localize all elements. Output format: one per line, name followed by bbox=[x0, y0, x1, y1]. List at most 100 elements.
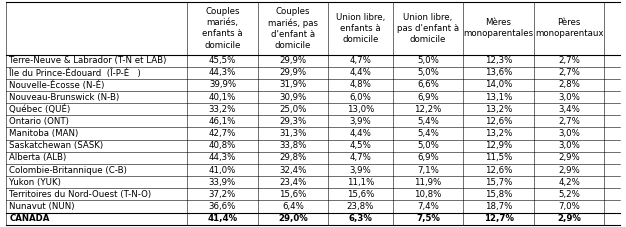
Text: 14,0%: 14,0% bbox=[485, 80, 512, 89]
Text: 12,7%: 12,7% bbox=[483, 214, 513, 223]
Text: 13,2%: 13,2% bbox=[485, 105, 512, 114]
Text: 2,7%: 2,7% bbox=[558, 117, 580, 126]
Text: 4,4%: 4,4% bbox=[349, 129, 371, 138]
Text: 29,3%: 29,3% bbox=[279, 117, 307, 126]
Text: 6,0%: 6,0% bbox=[349, 93, 371, 102]
Text: 37,2%: 37,2% bbox=[209, 190, 236, 199]
Text: Nouveau-Brunswick (N-B): Nouveau-Brunswick (N-B) bbox=[9, 93, 120, 102]
Text: 2,9%: 2,9% bbox=[558, 153, 580, 162]
Text: 23,8%: 23,8% bbox=[347, 202, 374, 211]
Text: 45,5%: 45,5% bbox=[209, 56, 236, 65]
Text: 44,3%: 44,3% bbox=[209, 153, 236, 162]
Text: 12,9%: 12,9% bbox=[485, 141, 512, 150]
Text: Manitoba (MAN): Manitoba (MAN) bbox=[9, 129, 79, 138]
Text: 2,8%: 2,8% bbox=[558, 80, 580, 89]
Text: 15,6%: 15,6% bbox=[279, 190, 307, 199]
Text: Québec (QUÉ): Québec (QUÉ) bbox=[9, 104, 71, 114]
Text: 4,8%: 4,8% bbox=[349, 80, 371, 89]
Text: Colombie-Britannique (C-B): Colombie-Britannique (C-B) bbox=[9, 165, 127, 175]
Text: 2,7%: 2,7% bbox=[558, 56, 580, 65]
Text: 11,5%: 11,5% bbox=[485, 153, 512, 162]
Text: 25,0%: 25,0% bbox=[279, 105, 307, 114]
Text: 30,9%: 30,9% bbox=[279, 93, 307, 102]
Text: 41,0%: 41,0% bbox=[209, 165, 236, 175]
Text: Couples
mariés,
enfants à
domicile: Couples mariés, enfants à domicile bbox=[202, 7, 243, 49]
Text: 12,6%: 12,6% bbox=[485, 117, 512, 126]
Text: Terre-Neuve & Labrador (T-N et LAB): Terre-Neuve & Labrador (T-N et LAB) bbox=[9, 56, 167, 65]
Text: Alberta (ALB): Alberta (ALB) bbox=[9, 153, 66, 162]
Text: 41,4%: 41,4% bbox=[207, 214, 238, 223]
Text: 39,9%: 39,9% bbox=[209, 80, 236, 89]
Text: 13,6%: 13,6% bbox=[485, 68, 512, 77]
Text: 36,6%: 36,6% bbox=[209, 202, 236, 211]
Text: 11,1%: 11,1% bbox=[347, 178, 374, 187]
Text: 13,2%: 13,2% bbox=[485, 129, 512, 138]
Text: 3,0%: 3,0% bbox=[558, 141, 580, 150]
Text: 46,1%: 46,1% bbox=[209, 117, 236, 126]
Text: 6,9%: 6,9% bbox=[417, 93, 439, 102]
Text: 6,6%: 6,6% bbox=[417, 80, 439, 89]
Text: 7,4%: 7,4% bbox=[417, 202, 439, 211]
Text: 5,0%: 5,0% bbox=[417, 56, 439, 65]
Text: 3,9%: 3,9% bbox=[350, 117, 371, 126]
Text: 5,4%: 5,4% bbox=[417, 129, 439, 138]
Text: 33,2%: 33,2% bbox=[209, 105, 236, 114]
Text: 5,4%: 5,4% bbox=[417, 117, 439, 126]
Text: 4,5%: 4,5% bbox=[349, 141, 371, 150]
Text: 29,8%: 29,8% bbox=[279, 153, 307, 162]
Text: Nunavut (NUN): Nunavut (NUN) bbox=[9, 202, 75, 211]
Text: 29,0%: 29,0% bbox=[278, 214, 308, 223]
Text: 10,8%: 10,8% bbox=[414, 190, 442, 199]
Text: Union libre,
pas d'enfant à
domicile: Union libre, pas d'enfant à domicile bbox=[397, 13, 459, 44]
Text: 6,9%: 6,9% bbox=[417, 153, 439, 162]
Text: 31,9%: 31,9% bbox=[279, 80, 307, 89]
Text: 3,9%: 3,9% bbox=[350, 165, 371, 175]
Text: 4,7%: 4,7% bbox=[349, 56, 371, 65]
Text: 12,6%: 12,6% bbox=[485, 165, 512, 175]
Text: 3,4%: 3,4% bbox=[558, 105, 580, 114]
Text: 15,6%: 15,6% bbox=[347, 190, 374, 199]
Text: Yukon (YUK): Yukon (YUK) bbox=[9, 178, 61, 187]
Text: 7,0%: 7,0% bbox=[558, 202, 580, 211]
Text: 18,7%: 18,7% bbox=[485, 202, 512, 211]
Text: Union libre,
enfants à
domicile: Union libre, enfants à domicile bbox=[336, 13, 385, 44]
Text: 23,4%: 23,4% bbox=[279, 178, 307, 187]
Text: 3,0%: 3,0% bbox=[558, 93, 580, 102]
Text: Saskatchewan (SASK): Saskatchewan (SASK) bbox=[9, 141, 103, 150]
Text: 4,2%: 4,2% bbox=[558, 178, 580, 187]
Text: 4,4%: 4,4% bbox=[349, 68, 371, 77]
Text: Ontario (ONT): Ontario (ONT) bbox=[9, 117, 69, 126]
Text: 33,8%: 33,8% bbox=[279, 141, 307, 150]
Text: 3,0%: 3,0% bbox=[558, 129, 580, 138]
Text: 44,3%: 44,3% bbox=[209, 68, 236, 77]
Text: Île du Prince-Édouard  (Î-P-É   ): Île du Prince-Édouard (Î-P-É ) bbox=[9, 68, 141, 78]
Text: Nouvelle-Écosse (N-É): Nouvelle-Écosse (N-É) bbox=[9, 80, 105, 90]
Text: 2,9%: 2,9% bbox=[557, 214, 581, 223]
Text: 13,0%: 13,0% bbox=[347, 105, 374, 114]
Text: 2,9%: 2,9% bbox=[558, 165, 580, 175]
Text: CANADA: CANADA bbox=[9, 214, 49, 223]
Text: 13,1%: 13,1% bbox=[485, 93, 512, 102]
Text: 6,4%: 6,4% bbox=[282, 202, 304, 211]
Text: 40,8%: 40,8% bbox=[209, 141, 236, 150]
Text: 5,0%: 5,0% bbox=[417, 141, 439, 150]
Text: Pères
monoparentaux: Pères monoparentaux bbox=[535, 18, 603, 38]
Text: 11,9%: 11,9% bbox=[414, 178, 442, 187]
Text: 33,9%: 33,9% bbox=[209, 178, 236, 187]
Text: 6,3%: 6,3% bbox=[349, 214, 372, 223]
Text: Territoires du Nord-Ouest (T-N-O): Territoires du Nord-Ouest (T-N-O) bbox=[9, 190, 151, 199]
Text: 4,7%: 4,7% bbox=[349, 153, 371, 162]
Text: 7,1%: 7,1% bbox=[417, 165, 439, 175]
Text: 7,5%: 7,5% bbox=[416, 214, 440, 223]
Text: 31,3%: 31,3% bbox=[279, 129, 307, 138]
Text: 2,7%: 2,7% bbox=[558, 68, 580, 77]
Text: 42,7%: 42,7% bbox=[209, 129, 236, 138]
Text: 5,0%: 5,0% bbox=[417, 68, 439, 77]
Text: 40,1%: 40,1% bbox=[209, 93, 236, 102]
Text: 12,2%: 12,2% bbox=[414, 105, 442, 114]
Text: 15,7%: 15,7% bbox=[485, 178, 512, 187]
Text: 5,2%: 5,2% bbox=[558, 190, 580, 199]
Text: Couples
mariés, pas
d'enfant à
domicile: Couples mariés, pas d'enfant à domicile bbox=[268, 7, 318, 50]
Text: 29,9%: 29,9% bbox=[279, 56, 307, 65]
Text: 15,8%: 15,8% bbox=[485, 190, 512, 199]
